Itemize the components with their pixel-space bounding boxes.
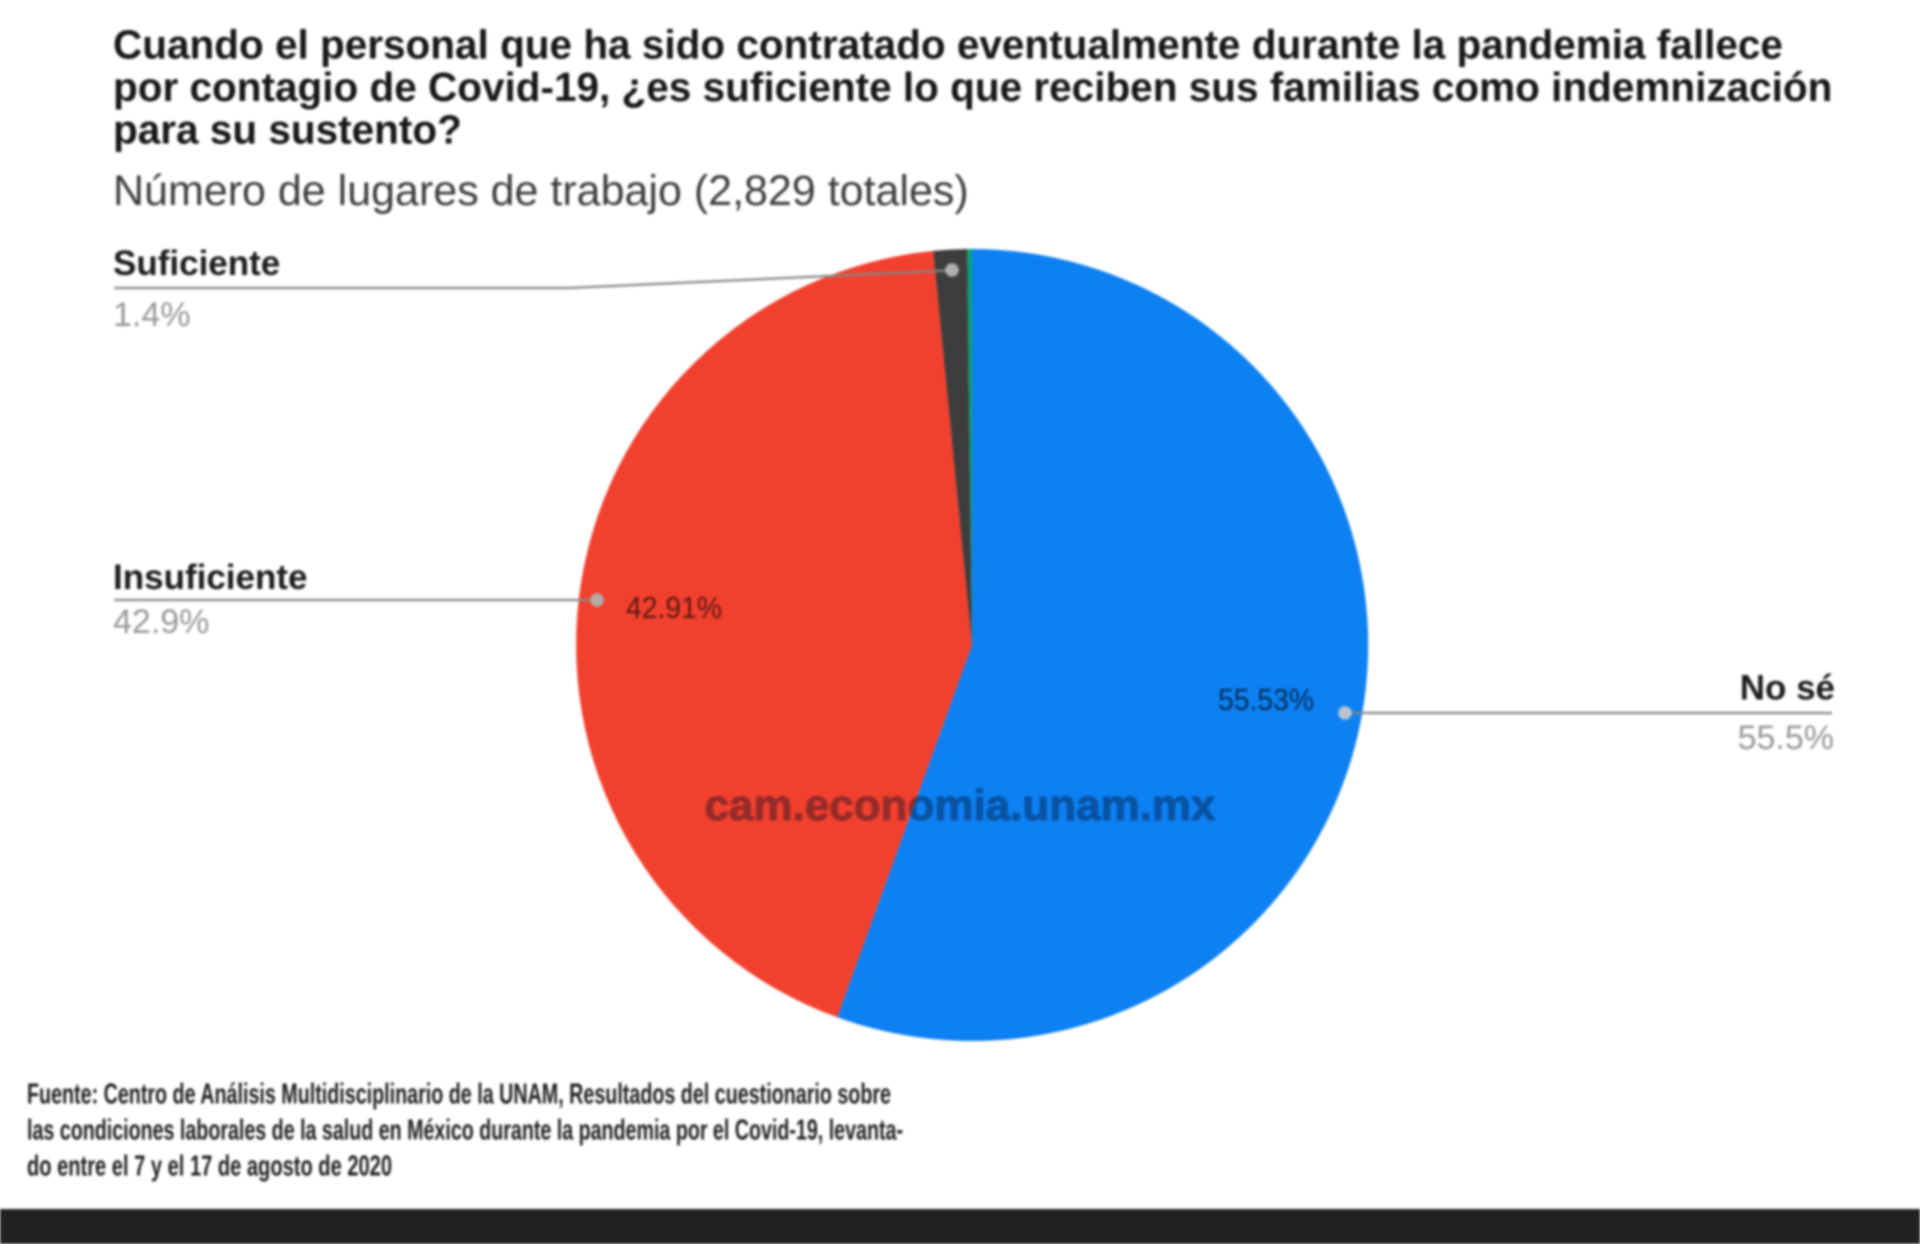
svg-text:Fuente: Centro de Análisis Mul: Fuente: Centro de Análisis Multidiscipli… — [27, 1079, 891, 1111]
svg-text:55.5%: 55.5% — [1738, 719, 1834, 757]
svg-text:cam.economia.unam.mx: cam.economia.unam.mx — [704, 781, 1216, 830]
svg-text:No sé: No sé — [1740, 669, 1835, 708]
svg-text:por contagio de Covid-19, ¿es: por contagio de Covid-19, ¿es suficiente… — [113, 64, 1832, 110]
svg-text:Número de lugares de trabajo (: Número de lugares de trabajo (2,829 tota… — [113, 167, 969, 215]
svg-text:55.53%: 55.53% — [1218, 682, 1314, 717]
svg-text:para su sustento?: para su sustento? — [113, 106, 462, 152]
svg-text:do entre el 7 y el 17 de agost: do entre el 7 y el 17 de agosto de 2020 — [27, 1151, 392, 1183]
svg-text:42.91%: 42.91% — [626, 590, 722, 625]
svg-text:1.4%: 1.4% — [113, 296, 191, 334]
svg-text:42.9%: 42.9% — [113, 603, 209, 641]
svg-text:Cuando el personal que ha sido: Cuando el personal que ha sido contratad… — [113, 22, 1783, 68]
svg-text:las condiciones laborales de l: las condiciones laborales de la salud en… — [27, 1115, 903, 1147]
svg-text:Suficiente: Suficiente — [113, 244, 280, 283]
svg-text:Insuficiente: Insuficiente — [113, 558, 307, 597]
